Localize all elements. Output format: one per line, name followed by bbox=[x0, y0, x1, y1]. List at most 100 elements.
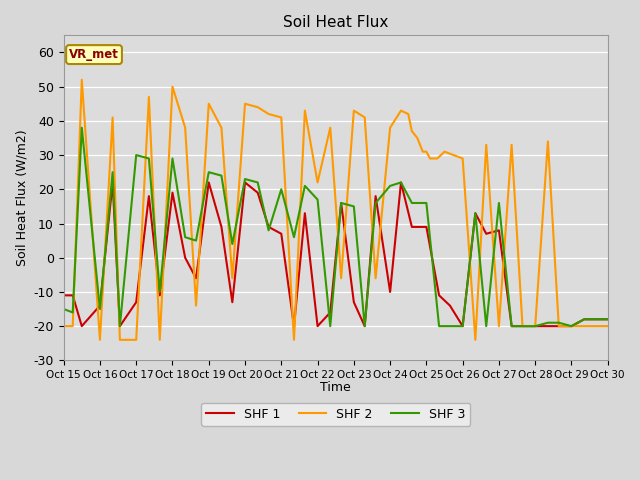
SHF 1 bbox=[278, 231, 285, 237]
SHF 1 bbox=[531, 323, 539, 329]
SHF 1 bbox=[326, 310, 334, 315]
SHF 1 bbox=[408, 224, 416, 230]
SHF 1 bbox=[387, 289, 394, 295]
SHF 3 bbox=[350, 204, 358, 209]
SHF 3 bbox=[168, 156, 176, 161]
SHF 3 bbox=[228, 241, 236, 247]
SHF 1 bbox=[372, 193, 380, 199]
SHF 1 bbox=[132, 300, 140, 305]
SHF 2 bbox=[218, 125, 225, 131]
SHF 1 bbox=[422, 224, 430, 230]
SHF 1 bbox=[96, 303, 104, 309]
SHF 2 bbox=[60, 323, 67, 329]
Title: Soil Heat Flux: Soil Heat Flux bbox=[283, 15, 388, 30]
SHF 1 bbox=[156, 292, 164, 298]
SHF 1 bbox=[314, 323, 321, 329]
SHF 3 bbox=[109, 169, 116, 175]
SHF 1 bbox=[604, 316, 612, 322]
SHF 3 bbox=[372, 200, 380, 206]
SHF 1 bbox=[518, 323, 526, 329]
SHF 3 bbox=[78, 125, 86, 131]
X-axis label: Time: Time bbox=[321, 382, 351, 395]
SHF 3 bbox=[205, 169, 212, 175]
SHF 3 bbox=[531, 323, 539, 329]
SHF 3 bbox=[604, 316, 612, 322]
SHF 3 bbox=[218, 173, 225, 179]
SHF 1 bbox=[168, 190, 176, 195]
SHF 3 bbox=[254, 180, 262, 185]
SHF 1 bbox=[555, 323, 563, 329]
SHF 3 bbox=[181, 234, 189, 240]
SHF 3 bbox=[326, 323, 334, 329]
SHF 2 bbox=[265, 111, 273, 117]
SHF 2 bbox=[78, 77, 86, 83]
SHF 3 bbox=[435, 323, 443, 329]
SHF 1 bbox=[78, 323, 86, 329]
SHF 1 bbox=[228, 300, 236, 305]
SHF 3 bbox=[387, 183, 394, 189]
SHF 3 bbox=[290, 234, 298, 240]
SHF 1 bbox=[361, 323, 369, 329]
Y-axis label: Soil Heat Flux (W/m2): Soil Heat Flux (W/m2) bbox=[15, 130, 28, 266]
Line: SHF 3: SHF 3 bbox=[63, 128, 608, 326]
SHF 1 bbox=[301, 210, 308, 216]
SHF 3 bbox=[397, 180, 405, 185]
SHF 3 bbox=[337, 200, 345, 206]
SHF 1 bbox=[241, 180, 249, 185]
SHF 2 bbox=[278, 115, 285, 120]
SHF 3 bbox=[446, 323, 454, 329]
SHF 3 bbox=[580, 316, 588, 322]
SHF 3 bbox=[132, 152, 140, 158]
SHF 3 bbox=[591, 316, 599, 322]
SHF 3 bbox=[301, 183, 308, 189]
SHF 1 bbox=[265, 224, 273, 230]
SHF 1 bbox=[350, 300, 358, 305]
SHF 2 bbox=[459, 156, 467, 161]
SHF 3 bbox=[495, 200, 503, 206]
SHF 3 bbox=[60, 306, 67, 312]
SHF 1 bbox=[591, 316, 599, 322]
Line: SHF 1: SHF 1 bbox=[63, 182, 608, 326]
SHF 3 bbox=[278, 186, 285, 192]
SHF 1 bbox=[459, 323, 467, 329]
SHF 1 bbox=[60, 292, 67, 298]
SHF 3 bbox=[192, 238, 200, 243]
Line: SHF 2: SHF 2 bbox=[63, 80, 608, 340]
SHF 3 bbox=[156, 289, 164, 295]
SHF 3 bbox=[69, 310, 77, 315]
SHF 3 bbox=[472, 210, 479, 216]
SHF 3 bbox=[145, 156, 153, 161]
SHF 1 bbox=[337, 200, 345, 206]
Text: VR_met: VR_met bbox=[69, 48, 119, 61]
SHF 3 bbox=[265, 228, 273, 233]
SHF 2 bbox=[430, 156, 438, 161]
Legend: SHF 1, SHF 2, SHF 3: SHF 1, SHF 2, SHF 3 bbox=[201, 403, 470, 426]
SHF 1 bbox=[580, 316, 588, 322]
SHF 3 bbox=[314, 197, 321, 203]
SHF 1 bbox=[69, 292, 77, 298]
SHF 1 bbox=[508, 323, 515, 329]
SHF 1 bbox=[181, 255, 189, 261]
SHF 2 bbox=[96, 337, 104, 343]
SHF 1 bbox=[435, 292, 443, 298]
SHF 1 bbox=[544, 323, 552, 329]
SHF 3 bbox=[508, 323, 515, 329]
SHF 1 bbox=[290, 323, 298, 329]
SHF 3 bbox=[568, 323, 575, 329]
SHF 1 bbox=[495, 228, 503, 233]
SHF 2 bbox=[591, 323, 599, 329]
SHF 3 bbox=[96, 306, 104, 312]
SHF 1 bbox=[254, 190, 262, 195]
SHF 1 bbox=[205, 180, 212, 185]
SHF 1 bbox=[568, 323, 575, 329]
SHF 3 bbox=[361, 323, 369, 329]
SHF 1 bbox=[109, 180, 116, 185]
SHF 1 bbox=[483, 231, 490, 237]
SHF 1 bbox=[472, 210, 479, 216]
SHF 1 bbox=[397, 180, 405, 185]
SHF 1 bbox=[116, 323, 124, 329]
SHF 2 bbox=[604, 323, 612, 329]
SHF 3 bbox=[422, 200, 430, 206]
SHF 1 bbox=[446, 303, 454, 309]
SHF 1 bbox=[145, 193, 153, 199]
